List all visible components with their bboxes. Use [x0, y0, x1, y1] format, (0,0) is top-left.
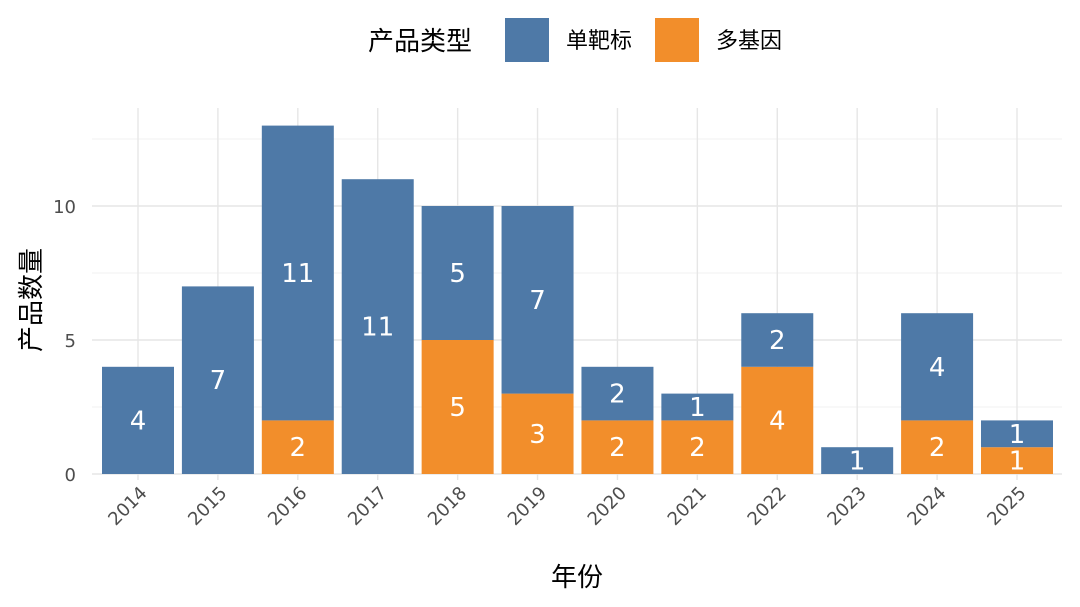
x-tick-label: 2022 [744, 483, 791, 530]
bar-single-target-2017 [341, 179, 414, 474]
x-axis-ticks: 2014 2015 2016 2017 2018 2019 2020 2021 2022 2023… [104, 483, 1030, 530]
x-tick-label: 2015 [184, 483, 231, 530]
data-label: 4 [929, 353, 946, 383]
y-tick-label: 5 [65, 331, 76, 352]
bar-single-target-2022 [741, 313, 814, 367]
x-tick-label: 2018 [424, 483, 471, 530]
data-label: 11 [281, 259, 314, 289]
y-tick-label: 10 [53, 197, 76, 218]
x-tick-label: 2025 [983, 483, 1030, 530]
bar-single-target-2018 [421, 206, 494, 340]
data-label: 2 [929, 433, 946, 463]
data-label: 1 [1009, 447, 1026, 477]
legend-swatch-single-target [505, 18, 549, 62]
x-tick-label: 2024 [903, 483, 950, 530]
data-label: 7 [210, 366, 227, 396]
bar-single-target-2014 [102, 366, 174, 474]
bar-multi-gene-2021 [661, 420, 734, 474]
data-label: 4 [130, 406, 147, 436]
x-tick-label: 2017 [344, 483, 391, 530]
bar-single-target-2023 [821, 447, 894, 474]
x-tick-label: 2020 [584, 483, 631, 530]
data-label: 1 [849, 447, 866, 477]
bar-single-target-2019 [501, 206, 574, 394]
data-label: 2 [609, 380, 626, 410]
data-label: 2 [689, 433, 706, 463]
bar-single-target-2020 [581, 366, 654, 421]
bar-single-target-2021 [661, 393, 734, 421]
data-label: 5 [449, 393, 466, 423]
x-tick-label: 2019 [504, 483, 551, 530]
bar-multi-gene-2025 [981, 447, 1053, 474]
data-label: 5 [449, 259, 466, 289]
bar-multi-gene-2019 [501, 393, 574, 474]
x-tick-label: 2023 [823, 483, 870, 530]
data-label: 7 [529, 286, 546, 316]
legend-title: 产品类型 [368, 27, 472, 57]
legend-label-multi-gene: 多基因 [716, 29, 782, 54]
y-tick-label: 0 [65, 465, 76, 486]
x-tick-label: 2016 [264, 483, 311, 530]
x-axis-title: 年份 [551, 563, 603, 593]
data-label: 1 [689, 393, 706, 423]
data-label: 4 [769, 406, 786, 436]
data-label: 3 [529, 420, 546, 450]
data-label: 2 [290, 433, 307, 463]
x-tick-label: 2014 [104, 483, 151, 530]
bar-single-target-2016 [261, 125, 334, 421]
bar-single-target-2024 [901, 313, 974, 421]
bar-multi-gene-2016 [261, 420, 334, 474]
x-tick-label: 2021 [664, 483, 711, 530]
y-axis-title: 产品数量 [17, 248, 47, 352]
legend-swatch-multi-gene [655, 18, 699, 62]
bar-single-target-2015 [181, 286, 254, 474]
bar-multi-gene-2024 [901, 420, 974, 474]
data-label: 11 [361, 313, 394, 343]
bar-multi-gene-2020 [581, 420, 654, 474]
bars [102, 125, 1053, 474]
bar-single-target-2025 [981, 420, 1053, 448]
y-axis-ticks: 0 5 10 [53, 197, 76, 486]
legend-label-single-target: 单靶标 [566, 29, 632, 54]
data-label: 2 [609, 433, 626, 463]
bar-multi-gene-2018 [421, 340, 494, 474]
data-label: 1 [1009, 420, 1026, 450]
data-label: 2 [769, 326, 786, 356]
legend: 产品类型 单靶标 多基因 [368, 18, 782, 62]
bar-multi-gene-2022 [741, 366, 814, 474]
